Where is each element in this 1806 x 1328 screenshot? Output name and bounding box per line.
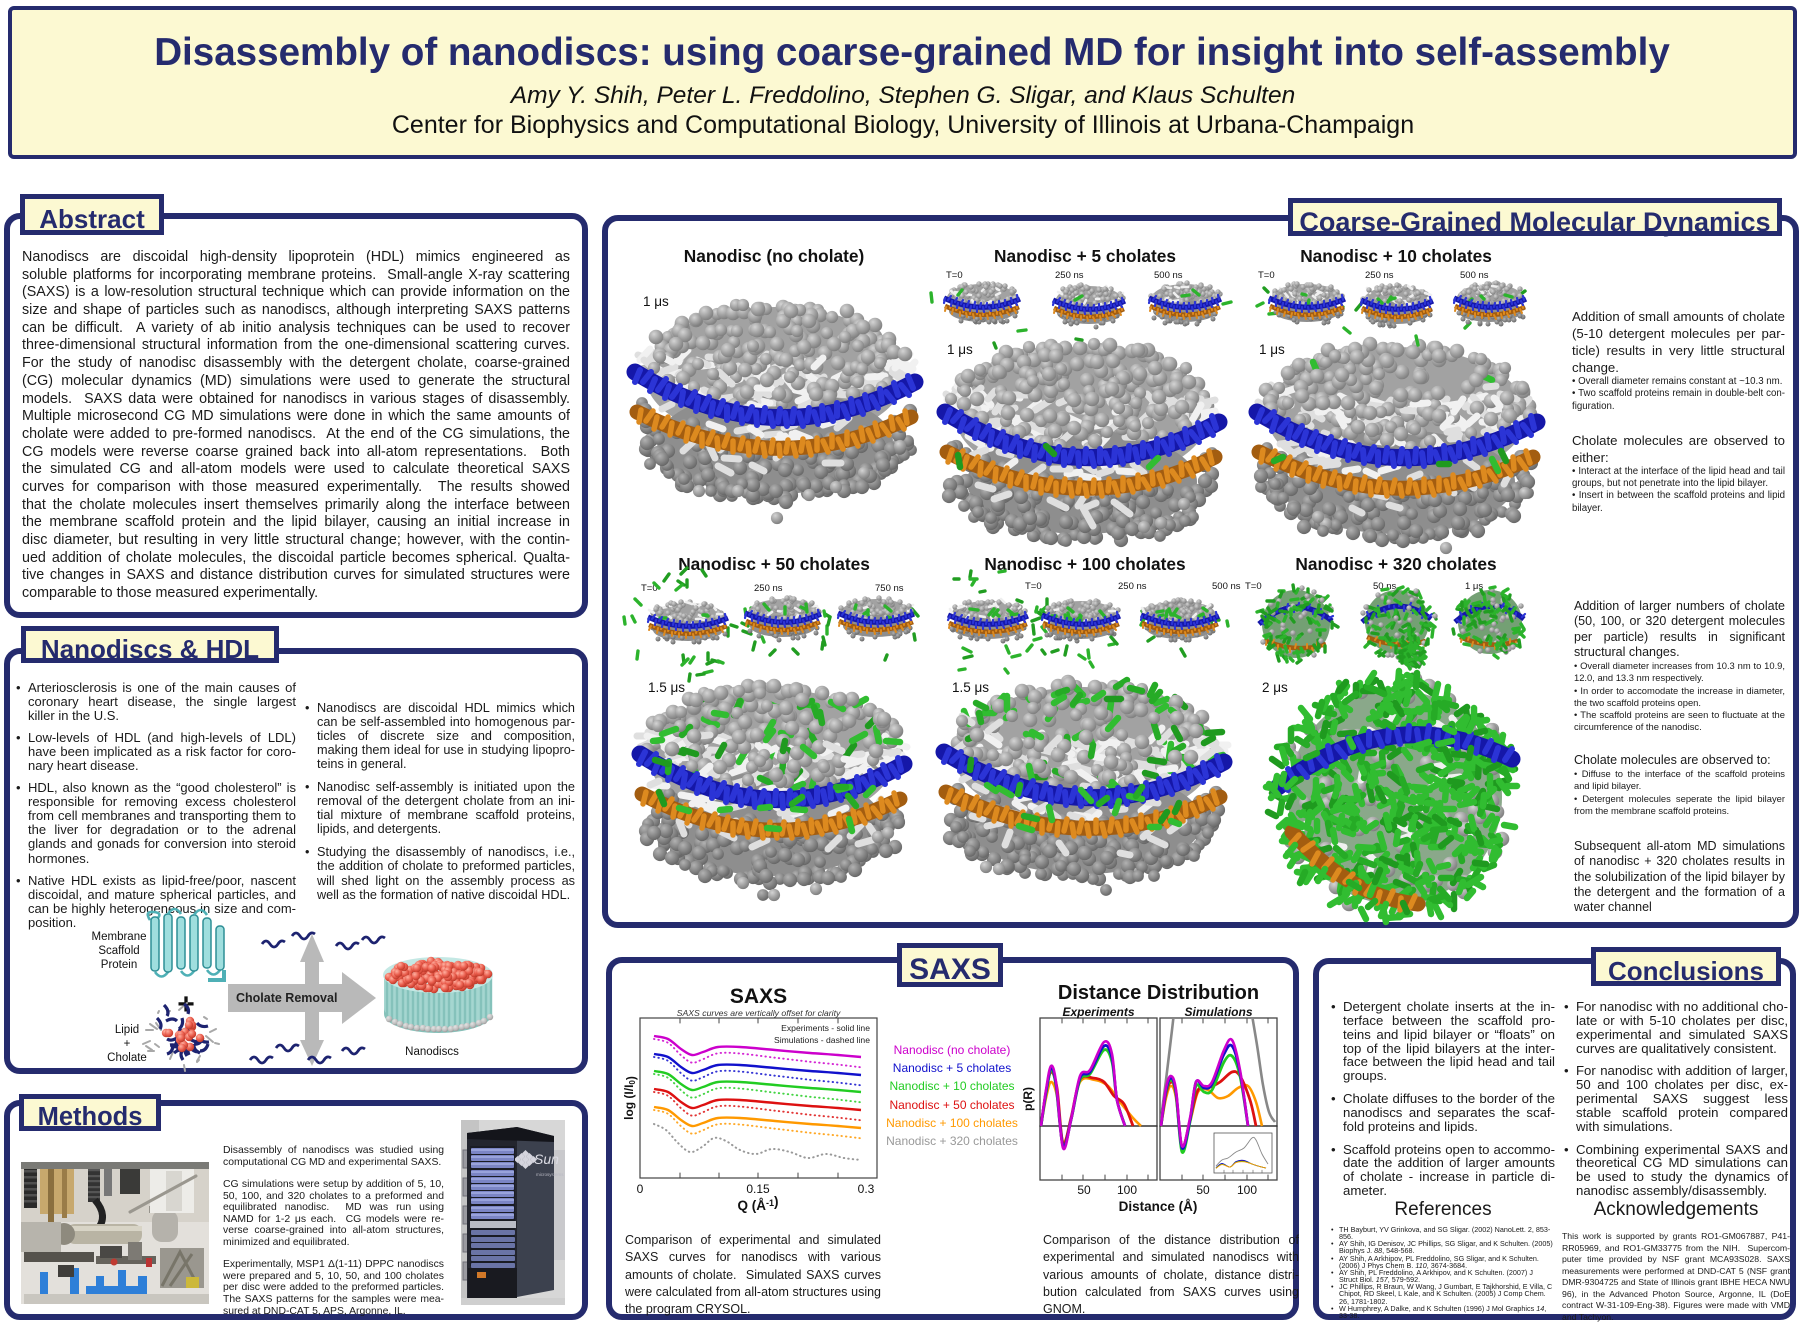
svg-text:Membrane: Membrane: [92, 931, 147, 943]
svg-text:+: +: [124, 1038, 131, 1050]
svg-text:Scaffold: Scaffold: [98, 945, 139, 957]
svg-text:Experiments - solid line: Experiments - solid line: [781, 1023, 870, 1033]
svg-text:Distance (Å): Distance (Å): [1119, 1199, 1198, 1214]
svg-text:Q (Å-1): Q (Å-1): [737, 1194, 778, 1213]
svg-text:Cholate: Cholate: [107, 1052, 147, 1064]
svg-text:Protein: Protein: [101, 959, 137, 971]
svg-text:50: 50: [1077, 1183, 1091, 1197]
svg-text:50: 50: [1196, 1183, 1210, 1197]
svg-text:Sun: Sun: [534, 1151, 559, 1167]
svg-text:0: 0: [637, 1182, 644, 1196]
svg-text:100: 100: [1117, 1183, 1137, 1197]
svg-text:Lipid: Lipid: [115, 1024, 139, 1036]
svg-text:microsystems: microsystems: [536, 1172, 564, 1177]
svg-text:Nanodiscs: Nanodiscs: [405, 1046, 459, 1058]
svg-text:0.3: 0.3: [858, 1182, 875, 1196]
svg-text:log (I/I0): log (I/I0): [622, 1076, 638, 1120]
svg-text:Cholate Removal: Cholate Removal: [236, 991, 337, 1005]
svg-text:0.15: 0.15: [746, 1182, 770, 1196]
svg-text:100: 100: [1237, 1183, 1257, 1197]
